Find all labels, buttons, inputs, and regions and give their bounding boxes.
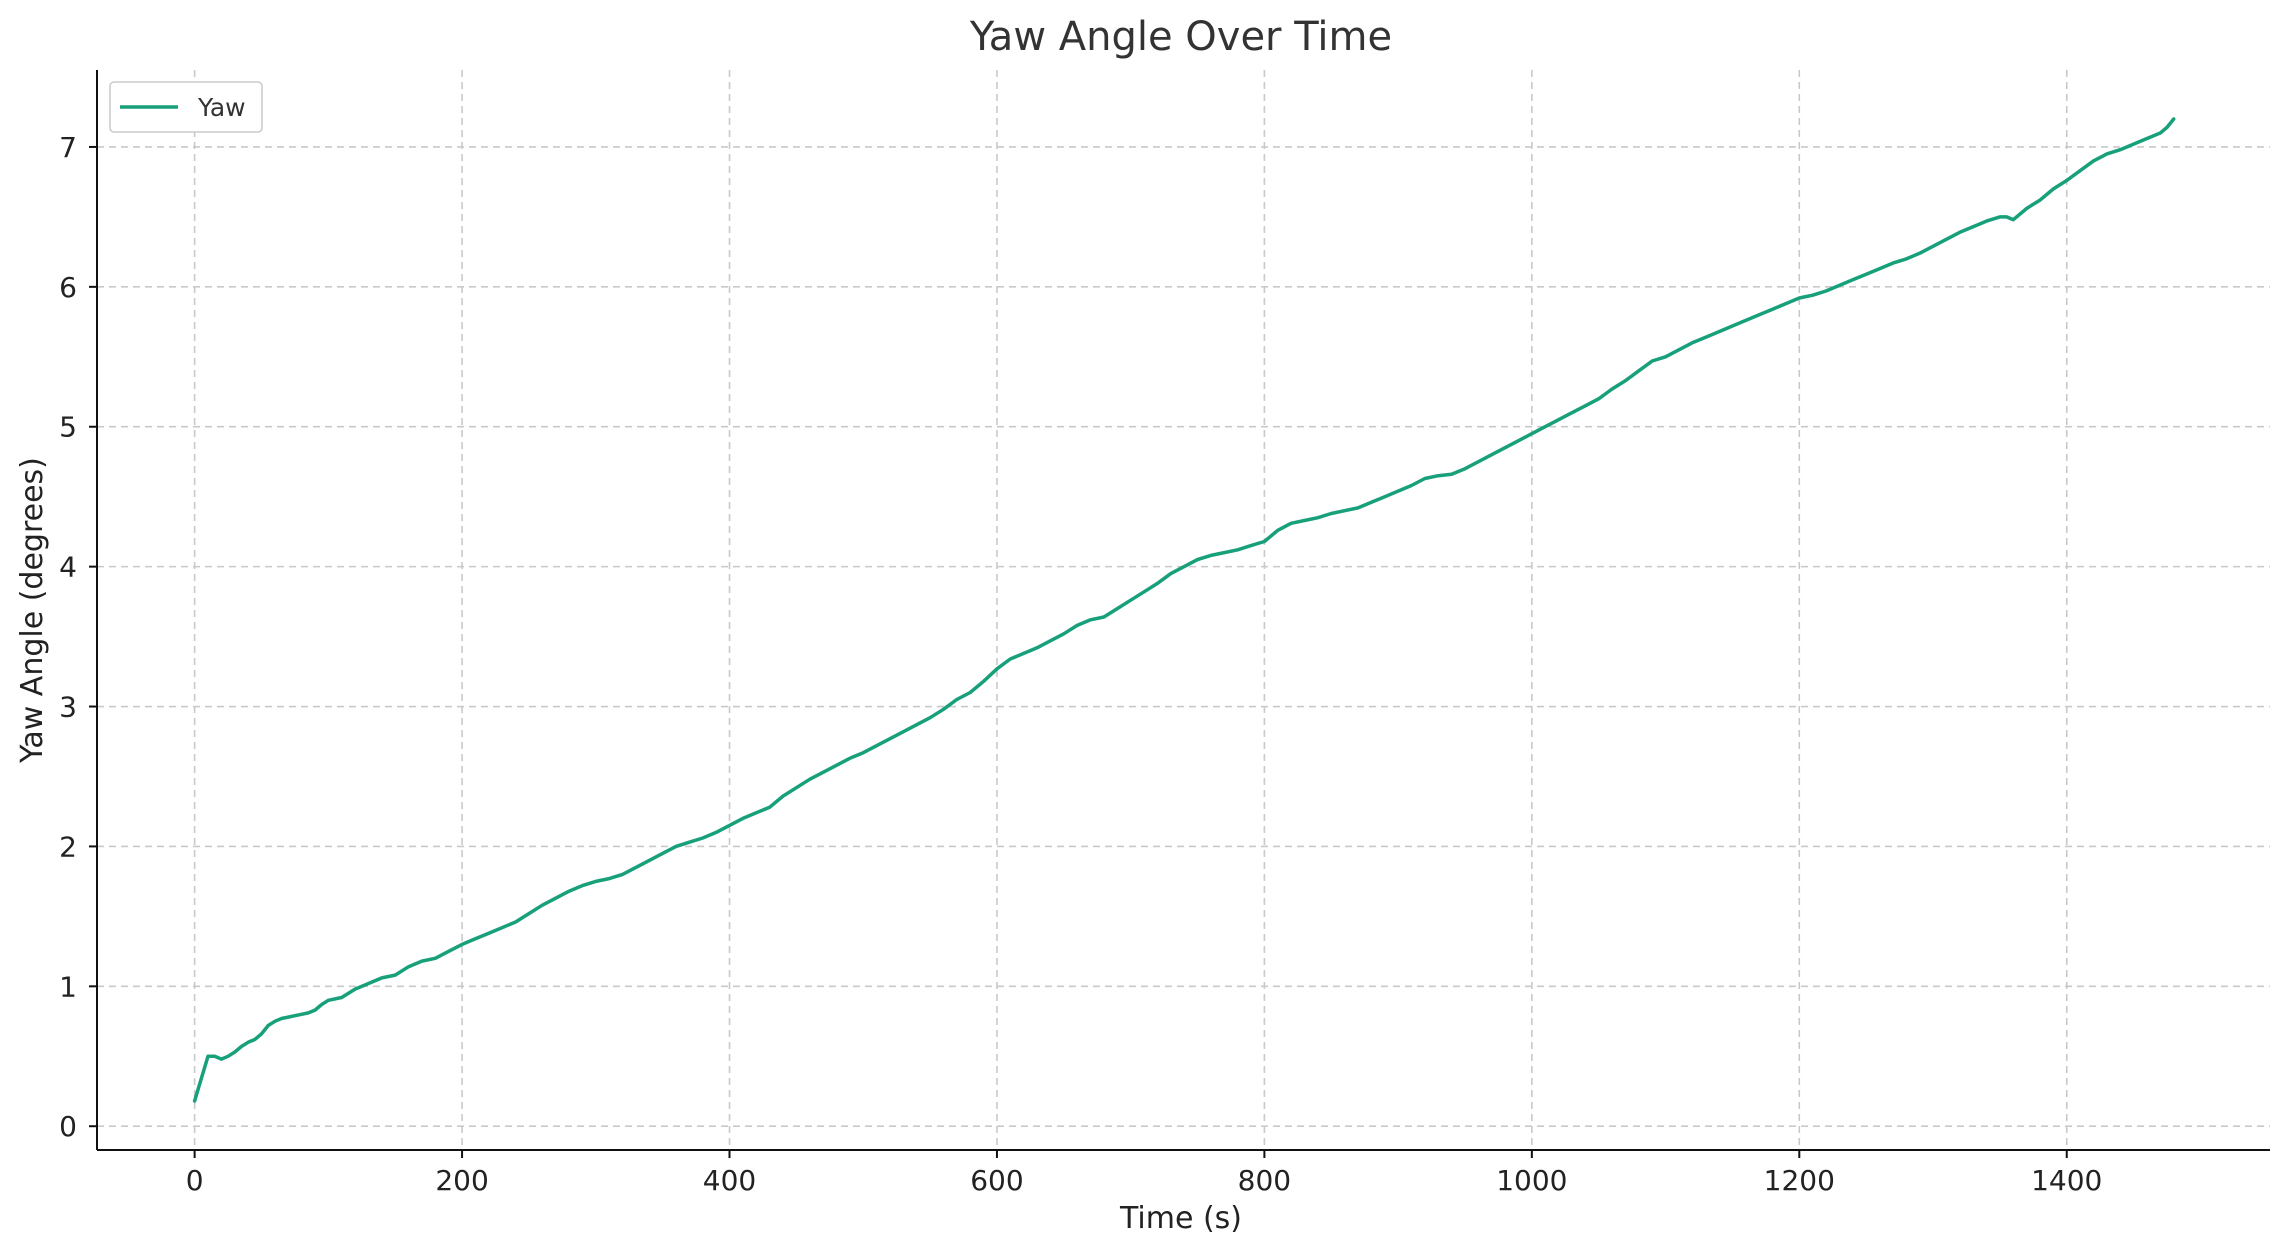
y-tick-label: 6 bbox=[59, 271, 77, 304]
legend-box bbox=[109, 81, 263, 133]
y-tick-label: 0 bbox=[59, 1110, 77, 1143]
axes bbox=[96, 70, 2270, 1151]
y-tick-label: 5 bbox=[59, 411, 77, 444]
y-tick-label: 3 bbox=[59, 691, 77, 724]
y-tick-label: 4 bbox=[59, 551, 77, 584]
x-tick-label: 1400 bbox=[2031, 1164, 2102, 1197]
x-tick-label: 1200 bbox=[1764, 1164, 1835, 1197]
y-tick-label: 2 bbox=[59, 830, 77, 863]
x-ticks: 0 200 400 600 800 1000 1200 1400 bbox=[186, 1150, 2102, 1197]
x-tick-label: 600 bbox=[970, 1164, 1023, 1197]
x-tick-label: 400 bbox=[703, 1164, 756, 1197]
chart-title: Yaw Angle Over Time bbox=[969, 14, 1392, 60]
series-layer bbox=[192, 117, 2176, 1103]
y-axis-title: Yaw Angle (degrees) bbox=[15, 457, 50, 764]
x-axis-title: Time (s) bbox=[1119, 1201, 1242, 1236]
legend-label-yaw: Yaw bbox=[197, 93, 246, 122]
series-line-yaw bbox=[192, 117, 2176, 1103]
x-tick-label: 0 bbox=[186, 1164, 204, 1197]
x-tick-label: 1000 bbox=[1496, 1164, 1567, 1197]
y-tick-label: 1 bbox=[59, 970, 77, 1003]
grid bbox=[97, 70, 2270, 1150]
y-tick-label: 7 bbox=[59, 131, 77, 164]
y-ticks: 0 1 2 3 4 5 6 7 bbox=[59, 131, 97, 1143]
x-tick-label: 200 bbox=[435, 1164, 488, 1197]
x-tick-label: 800 bbox=[1238, 1164, 1291, 1197]
legend: Yaw bbox=[109, 81, 263, 133]
